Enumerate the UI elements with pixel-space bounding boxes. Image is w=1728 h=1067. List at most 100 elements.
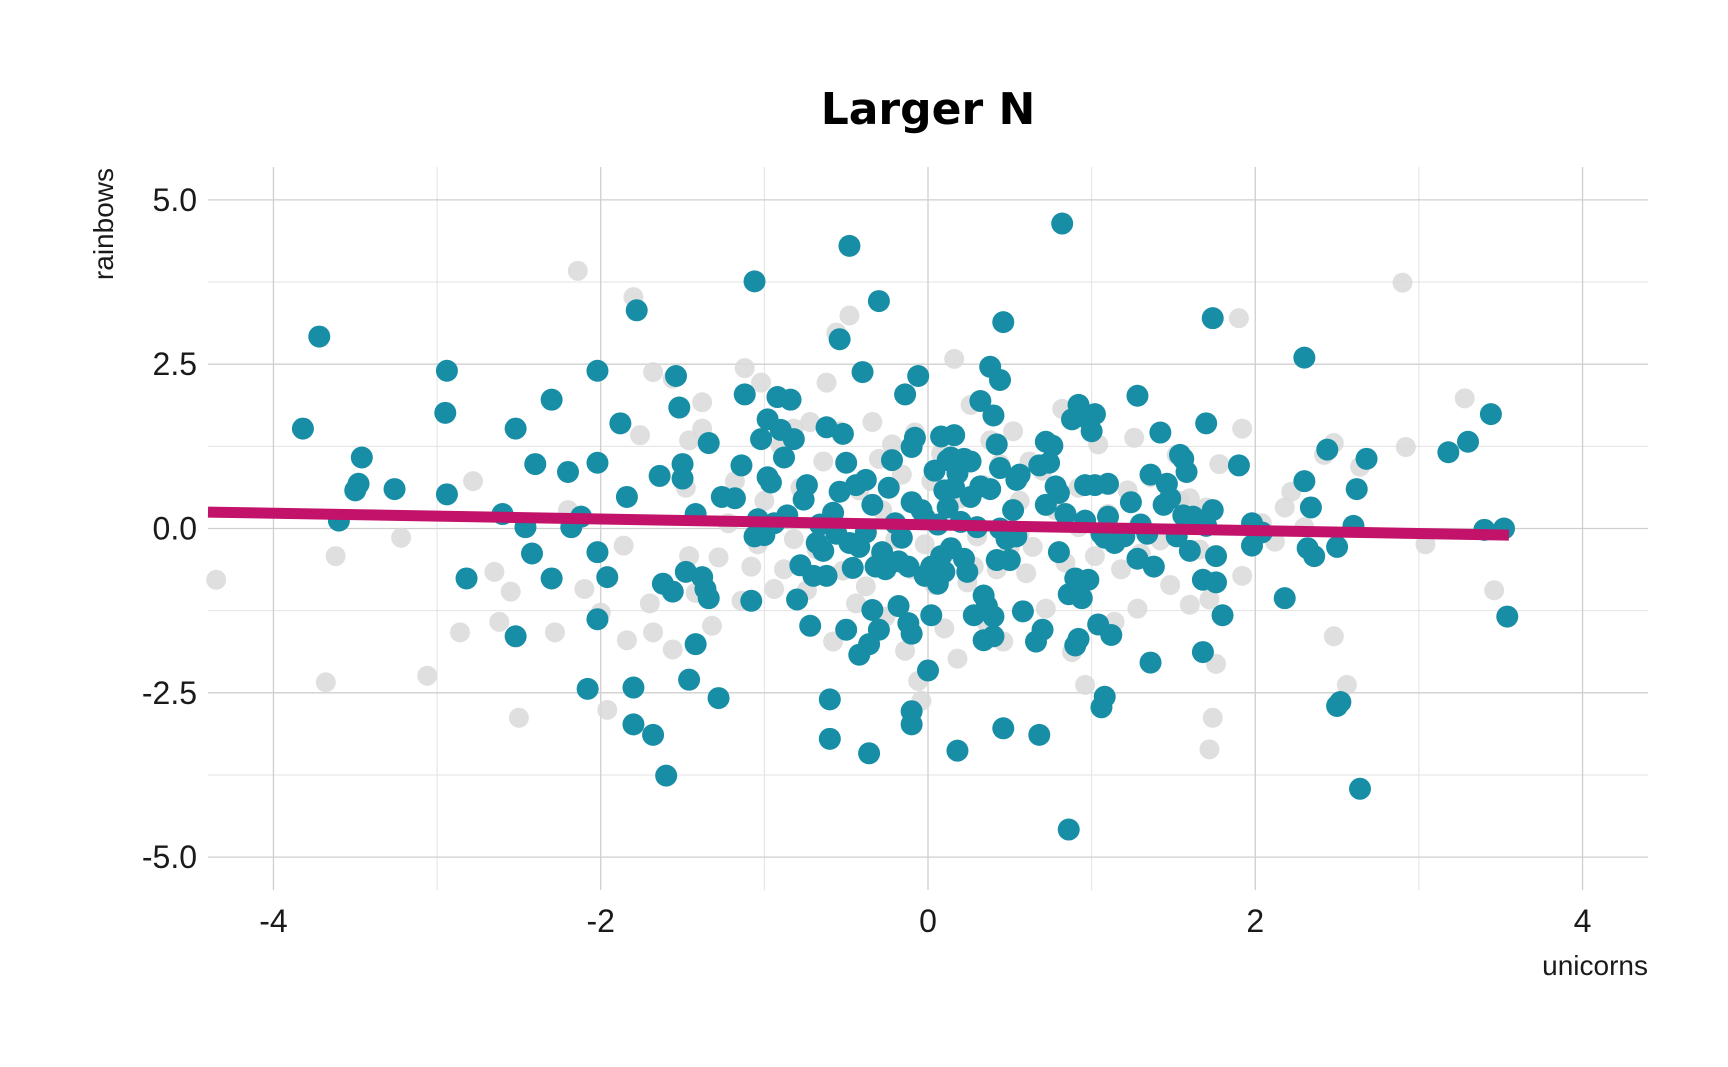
data-point [992, 717, 1015, 740]
data-point [668, 396, 691, 419]
data-point [1083, 403, 1106, 426]
data-point [1054, 503, 1077, 526]
data-point [985, 433, 1008, 456]
background-point [944, 348, 965, 369]
data-point [1175, 460, 1198, 483]
data-point [917, 659, 939, 682]
data-points [291, 212, 1519, 841]
data-point [982, 404, 1005, 427]
background-point [862, 412, 883, 433]
data-point [1126, 547, 1149, 570]
data-point [1299, 496, 1322, 519]
data-point [897, 555, 920, 578]
background-point [679, 430, 700, 451]
background-point [450, 622, 470, 643]
y-tick-label: -2.5 [142, 675, 197, 711]
data-point [1293, 346, 1316, 369]
background-point [484, 561, 505, 582]
data-point [1293, 470, 1316, 493]
data-point [831, 422, 854, 445]
data-point [1093, 685, 1116, 708]
data-point [1008, 463, 1031, 486]
background-point [597, 699, 618, 720]
background-point [315, 672, 336, 693]
x-tick-label: 2 [1246, 903, 1264, 939]
data-point [1097, 472, 1119, 495]
data-point [1011, 600, 1034, 623]
background-point [754, 490, 775, 511]
data-point [648, 464, 671, 487]
trend-line [207, 506, 1510, 541]
data-point [1227, 454, 1250, 477]
background-point [574, 578, 595, 599]
background-point [813, 451, 834, 472]
background-point [882, 434, 902, 455]
data-point [730, 454, 753, 477]
data-point [678, 668, 701, 691]
data-point [1142, 555, 1165, 578]
data-point [956, 560, 979, 583]
background-point [1392, 272, 1413, 293]
background-point [1022, 536, 1043, 557]
data-point [383, 478, 406, 501]
data-point [1303, 545, 1326, 568]
data-point [1479, 403, 1502, 426]
data-point [586, 541, 609, 564]
data-point [344, 479, 367, 502]
data-point [1355, 447, 1378, 470]
data-point [835, 618, 858, 641]
background-point [708, 547, 729, 568]
data-point [887, 595, 910, 618]
data-point [943, 424, 966, 447]
data-point [867, 618, 890, 641]
data-point [1047, 482, 1070, 505]
data-point [733, 383, 756, 406]
data-point [622, 676, 645, 699]
data-point [1139, 651, 1162, 674]
data-point [308, 325, 331, 348]
data-point [434, 401, 457, 424]
data-point [750, 428, 773, 451]
data-point [707, 687, 730, 710]
background-point [567, 260, 588, 281]
data-point [557, 460, 579, 483]
data-point [989, 457, 1011, 480]
data-point [907, 365, 930, 388]
data-point [1139, 463, 1162, 486]
background-point [895, 640, 916, 661]
background-point [1454, 388, 1475, 409]
data-point [1126, 384, 1149, 407]
background-point [616, 630, 637, 651]
data-point [1067, 627, 1090, 650]
data-point [435, 359, 458, 382]
background-point [1209, 454, 1230, 475]
data-point [524, 453, 547, 476]
background-point [206, 569, 227, 590]
x-tick-label: -2 [587, 903, 615, 939]
data-point [1057, 818, 1080, 841]
data-point [786, 588, 809, 611]
data-point [1031, 618, 1054, 641]
x-axis-title: unicorns [1542, 950, 1648, 981]
data-point [521, 542, 543, 565]
chart-title: Larger N [821, 84, 1036, 135]
data-point [622, 713, 645, 736]
background-point [1232, 418, 1253, 439]
background-point [489, 611, 510, 632]
background-point [1274, 497, 1295, 518]
data-point [1149, 421, 1172, 444]
y-tick-label: 5.0 [153, 182, 197, 218]
x-tick-label: 4 [1574, 903, 1592, 939]
data-point [1100, 623, 1123, 646]
data-point [655, 764, 678, 787]
background-point [1202, 707, 1223, 728]
data-point [665, 365, 687, 388]
data-point [1195, 412, 1218, 435]
background-point [1232, 565, 1253, 586]
background-point [1016, 563, 1037, 584]
background-point [417, 665, 438, 686]
background-point [692, 392, 713, 413]
background-point [764, 578, 785, 599]
data-point [838, 234, 861, 257]
data-point [504, 625, 527, 648]
